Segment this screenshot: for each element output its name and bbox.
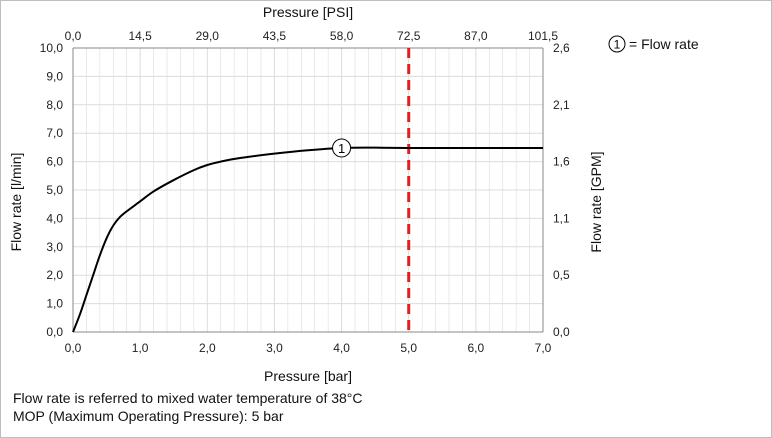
series-marker-circle	[332, 138, 352, 158]
x-tick-label: 2,0	[199, 341, 216, 355]
x-tick-label: 7,0	[535, 341, 552, 355]
x2-tick-label: 14,5	[128, 29, 152, 43]
x2-axis-title: Pressure [PSI]	[263, 4, 353, 20]
series-marker-label: 1	[338, 141, 345, 156]
series-line-flow-rate	[72, 146, 543, 333]
y2-tick-label: 1,6	[553, 155, 570, 169]
y2-axis-title: Flow rate [GPM]	[588, 151, 604, 252]
x2-tick-label: 43,5	[263, 29, 287, 43]
x2-tick-label: 101,5	[528, 29, 558, 43]
y-tick-label: 7,0	[46, 126, 63, 140]
y-tick-label: 10,0	[40, 41, 64, 55]
x2-tick-label: 0,0	[65, 29, 82, 43]
y-tick-label: 4,0	[46, 211, 63, 225]
x2-tick-label: 72,5	[397, 29, 421, 43]
y-tick-label: 6,0	[46, 155, 63, 169]
note-temperature: Flow rate is referred to mixed water tem…	[13, 390, 363, 406]
y-tick-label: 0,0	[46, 325, 63, 339]
y2-tick-label: 2,6	[553, 41, 570, 55]
legend-marker-circle	[608, 35, 626, 53]
note-mop: MOP (Maximum Operating Pressure): 5 bar	[13, 408, 284, 424]
y2-tick-label: 1,1	[553, 211, 570, 225]
x-axis-title: Pressure [bar]	[264, 368, 352, 384]
y2-tick-label: 0,5	[553, 268, 570, 282]
x-tick-label: 5,0	[400, 341, 417, 355]
x2-tick-label: 58,0	[330, 29, 354, 43]
y-tick-label: 3,0	[46, 240, 63, 254]
legend-text: = Flow rate	[629, 36, 699, 52]
x-tick-label: 6,0	[468, 341, 485, 355]
x-tick-label: 3,0	[266, 341, 283, 355]
x2-tick-label: 87,0	[464, 29, 488, 43]
y2-tick-label: 2,1	[553, 98, 570, 112]
y2-tick-label: 0,0	[553, 325, 570, 339]
x-tick-label: 0,0	[65, 341, 82, 355]
y-tick-label: 9,0	[46, 69, 63, 83]
x-tick-label: 4,0	[333, 341, 350, 355]
y-tick-label: 8,0	[46, 98, 63, 112]
y-tick-label: 1,0	[46, 297, 63, 311]
y-tick-label: 2,0	[46, 268, 63, 282]
y-axis-title: Flow rate [l/min]	[8, 153, 24, 252]
x2-tick-label: 29,0	[196, 29, 220, 43]
legend-marker-label: 1	[614, 38, 621, 52]
y-tick-label: 5,0	[46, 183, 63, 197]
x-tick-label: 1,0	[132, 341, 149, 355]
